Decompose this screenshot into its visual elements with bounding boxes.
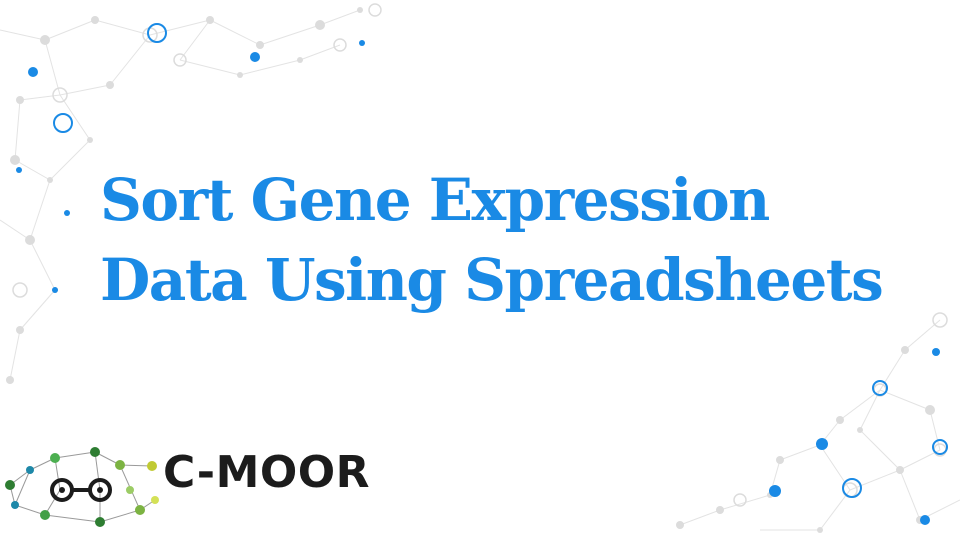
- slide-title: Sort Gene Expression Data Using Spreadsh…: [100, 160, 950, 320]
- logo-text: C-MOOR: [163, 447, 371, 498]
- title-line-1: Sort Gene Expression: [100, 166, 770, 234]
- title-line-2: Data Using Spreadsheets: [100, 246, 884, 314]
- network-molecule-icon: [5, 447, 159, 527]
